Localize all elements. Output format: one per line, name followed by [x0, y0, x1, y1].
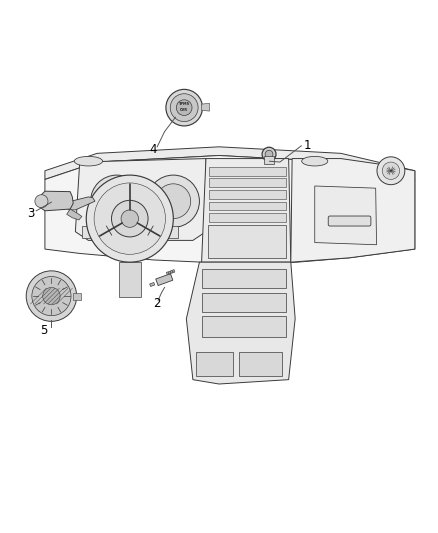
Polygon shape	[186, 262, 295, 384]
Circle shape	[121, 210, 138, 228]
FancyBboxPatch shape	[208, 225, 286, 258]
Polygon shape	[156, 273, 173, 286]
Polygon shape	[75, 158, 206, 240]
FancyBboxPatch shape	[201, 269, 286, 288]
Circle shape	[262, 147, 276, 161]
Circle shape	[86, 175, 173, 262]
Polygon shape	[173, 270, 175, 272]
Polygon shape	[201, 103, 209, 111]
Circle shape	[26, 271, 77, 321]
Text: CVR: CVR	[180, 108, 188, 112]
FancyBboxPatch shape	[209, 190, 286, 199]
FancyBboxPatch shape	[239, 352, 282, 376]
Polygon shape	[40, 191, 73, 211]
FancyBboxPatch shape	[73, 293, 81, 300]
Ellipse shape	[302, 156, 328, 166]
FancyBboxPatch shape	[201, 293, 286, 312]
Circle shape	[147, 175, 199, 228]
Circle shape	[265, 150, 273, 158]
Circle shape	[177, 100, 192, 116]
Polygon shape	[67, 209, 82, 220]
Polygon shape	[291, 158, 415, 262]
Polygon shape	[166, 272, 169, 275]
Polygon shape	[119, 262, 141, 297]
FancyBboxPatch shape	[209, 213, 286, 222]
FancyBboxPatch shape	[209, 201, 286, 211]
Ellipse shape	[74, 156, 102, 166]
FancyBboxPatch shape	[196, 352, 233, 376]
Text: TPMS: TPMS	[179, 102, 190, 106]
Circle shape	[112, 200, 148, 237]
Circle shape	[43, 287, 60, 305]
FancyBboxPatch shape	[209, 178, 286, 187]
Polygon shape	[66, 197, 95, 210]
Circle shape	[35, 195, 48, 208]
FancyBboxPatch shape	[209, 167, 286, 176]
Polygon shape	[45, 156, 415, 264]
Circle shape	[170, 94, 198, 122]
FancyBboxPatch shape	[264, 156, 274, 164]
Polygon shape	[170, 270, 173, 273]
Text: 3: 3	[28, 207, 35, 220]
FancyBboxPatch shape	[113, 226, 138, 238]
Polygon shape	[201, 158, 291, 262]
FancyBboxPatch shape	[201, 316, 286, 337]
FancyBboxPatch shape	[82, 226, 108, 238]
Text: 5: 5	[41, 324, 48, 337]
Circle shape	[94, 183, 166, 254]
Polygon shape	[315, 186, 377, 245]
Circle shape	[382, 162, 399, 180]
Text: 1: 1	[304, 139, 311, 152]
Circle shape	[32, 277, 71, 316]
FancyBboxPatch shape	[127, 199, 162, 214]
Circle shape	[166, 90, 202, 126]
FancyBboxPatch shape	[143, 226, 178, 238]
Circle shape	[377, 157, 405, 184]
Text: 2: 2	[153, 297, 160, 310]
Text: 4: 4	[149, 143, 157, 156]
Polygon shape	[45, 147, 415, 180]
Polygon shape	[168, 271, 171, 274]
Circle shape	[99, 184, 134, 219]
FancyBboxPatch shape	[328, 216, 371, 226]
Circle shape	[91, 175, 143, 228]
Polygon shape	[150, 282, 155, 286]
Circle shape	[156, 184, 191, 219]
